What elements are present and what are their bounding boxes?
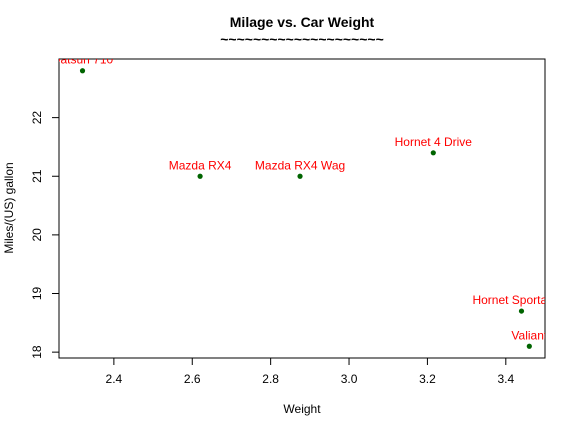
data-point	[430, 150, 436, 156]
y-tick-label: 19	[30, 287, 44, 301]
x-tick-label: 2.6	[184, 372, 201, 386]
x-tick-label: 2.8	[262, 372, 279, 386]
point-label: Mazda RX4	[169, 158, 232, 172]
plot-frame	[58, 58, 546, 359]
y-axis-label: Miles/(US) gallon	[2, 162, 16, 253]
y-tick-label: 18	[30, 345, 44, 359]
x-axis: 2.4 2.6 2.8 3.0 3.2 3.4	[106, 358, 514, 386]
chart-title: Milage vs. Car Weight	[230, 14, 375, 30]
y-tick-label: 22	[30, 111, 44, 125]
data-point	[526, 343, 532, 349]
x-axis-label: Weight	[283, 402, 321, 416]
data-point	[518, 308, 525, 314]
point-label: Datsun 710	[52, 53, 114, 67]
x-tick-label: 3.0	[341, 372, 358, 386]
chart-subtitle: ~~~~~~~~~~~~~~~~~~~~	[220, 31, 384, 47]
data-point	[297, 173, 303, 179]
x-tick-label: 3.4	[497, 372, 514, 386]
point-label: Mazda RX4 Wag	[255, 158, 345, 172]
y-axis: 18 19 20 21 22	[30, 111, 59, 359]
x-tick-label: 3.2	[419, 372, 436, 386]
point-label: Hornet 4 Drive	[395, 135, 473, 149]
point-label: Hornet Sportabout	[472, 293, 571, 307]
point-label: Valiant	[511, 328, 547, 342]
y-tick-label: 20	[30, 228, 44, 242]
data-point	[79, 68, 86, 74]
points-layer: Datsun 710 Mazda RX4 Mazda RX4 Wag Hornet 4…	[52, 53, 571, 349]
y-tick-label: 21	[30, 169, 44, 183]
data-point	[197, 173, 203, 179]
x-tick-label: 2.4	[106, 372, 123, 386]
